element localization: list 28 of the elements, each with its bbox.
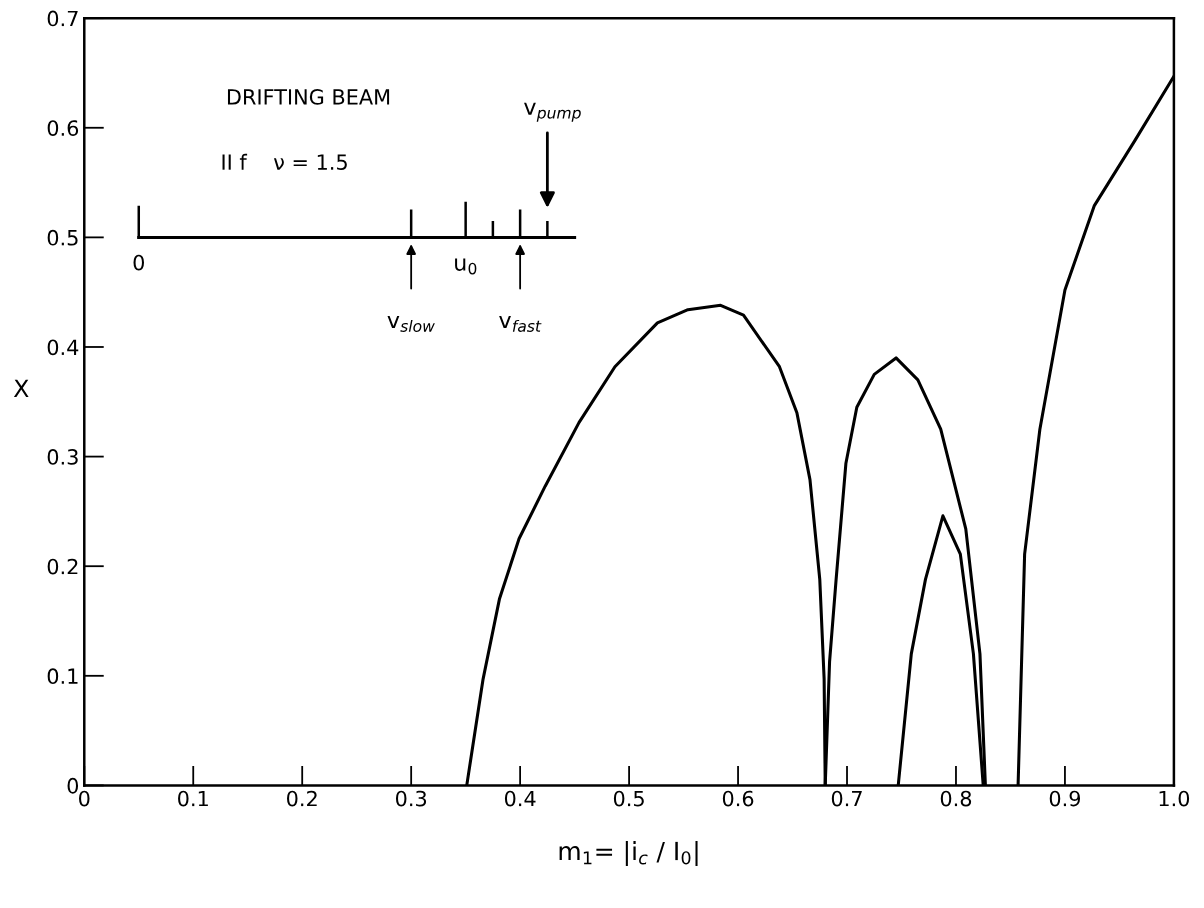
x-tick-label: 0.1: [178, 790, 208, 807]
y-tick-label: 0.4: [47, 339, 79, 356]
x-tick-label: 0.4: [504, 790, 536, 807]
annotation: DRIFTING BEAM: [227, 89, 390, 105]
x-tick-label: 0.6: [722, 790, 754, 807]
annotation: v$_{slow}$: [387, 315, 435, 332]
y-tick-label: 0.1: [47, 668, 78, 685]
x-tick-label: 0.3: [395, 790, 427, 807]
x-tick-label: 0.2: [287, 790, 317, 807]
x-tick-label: 0.8: [940, 790, 972, 807]
x-tick-label: 1.0: [1159, 790, 1190, 807]
annotation: u$_{0}$: [455, 258, 477, 275]
y-tick-label: 0: [67, 777, 79, 794]
x-tick-label: 0: [79, 790, 90, 807]
annotation: 0: [133, 254, 145, 271]
y-tick-label: 0.7: [47, 10, 78, 27]
annotation: II f ν = 1.5: [222, 153, 347, 170]
x-tick-label: 0.9: [1049, 790, 1081, 807]
y-tick-label: 0.5: [47, 229, 78, 246]
y-tick-label: 0.6: [47, 120, 79, 136]
y-tick-label: 0.2: [47, 558, 78, 575]
x-tick-label: 0.5: [613, 790, 644, 807]
y-axis-title: X: [13, 379, 29, 397]
annotation: v$_{fast}$: [499, 315, 542, 332]
y-tick-label: 0.3: [47, 449, 78, 465]
annotation: v$_{pump}$: [524, 102, 581, 122]
x-axis-title: m$_{1}$= |i$_{c}$ / I$_{0}$|: [559, 841, 698, 866]
x-tick-label: 0.7: [831, 790, 862, 807]
